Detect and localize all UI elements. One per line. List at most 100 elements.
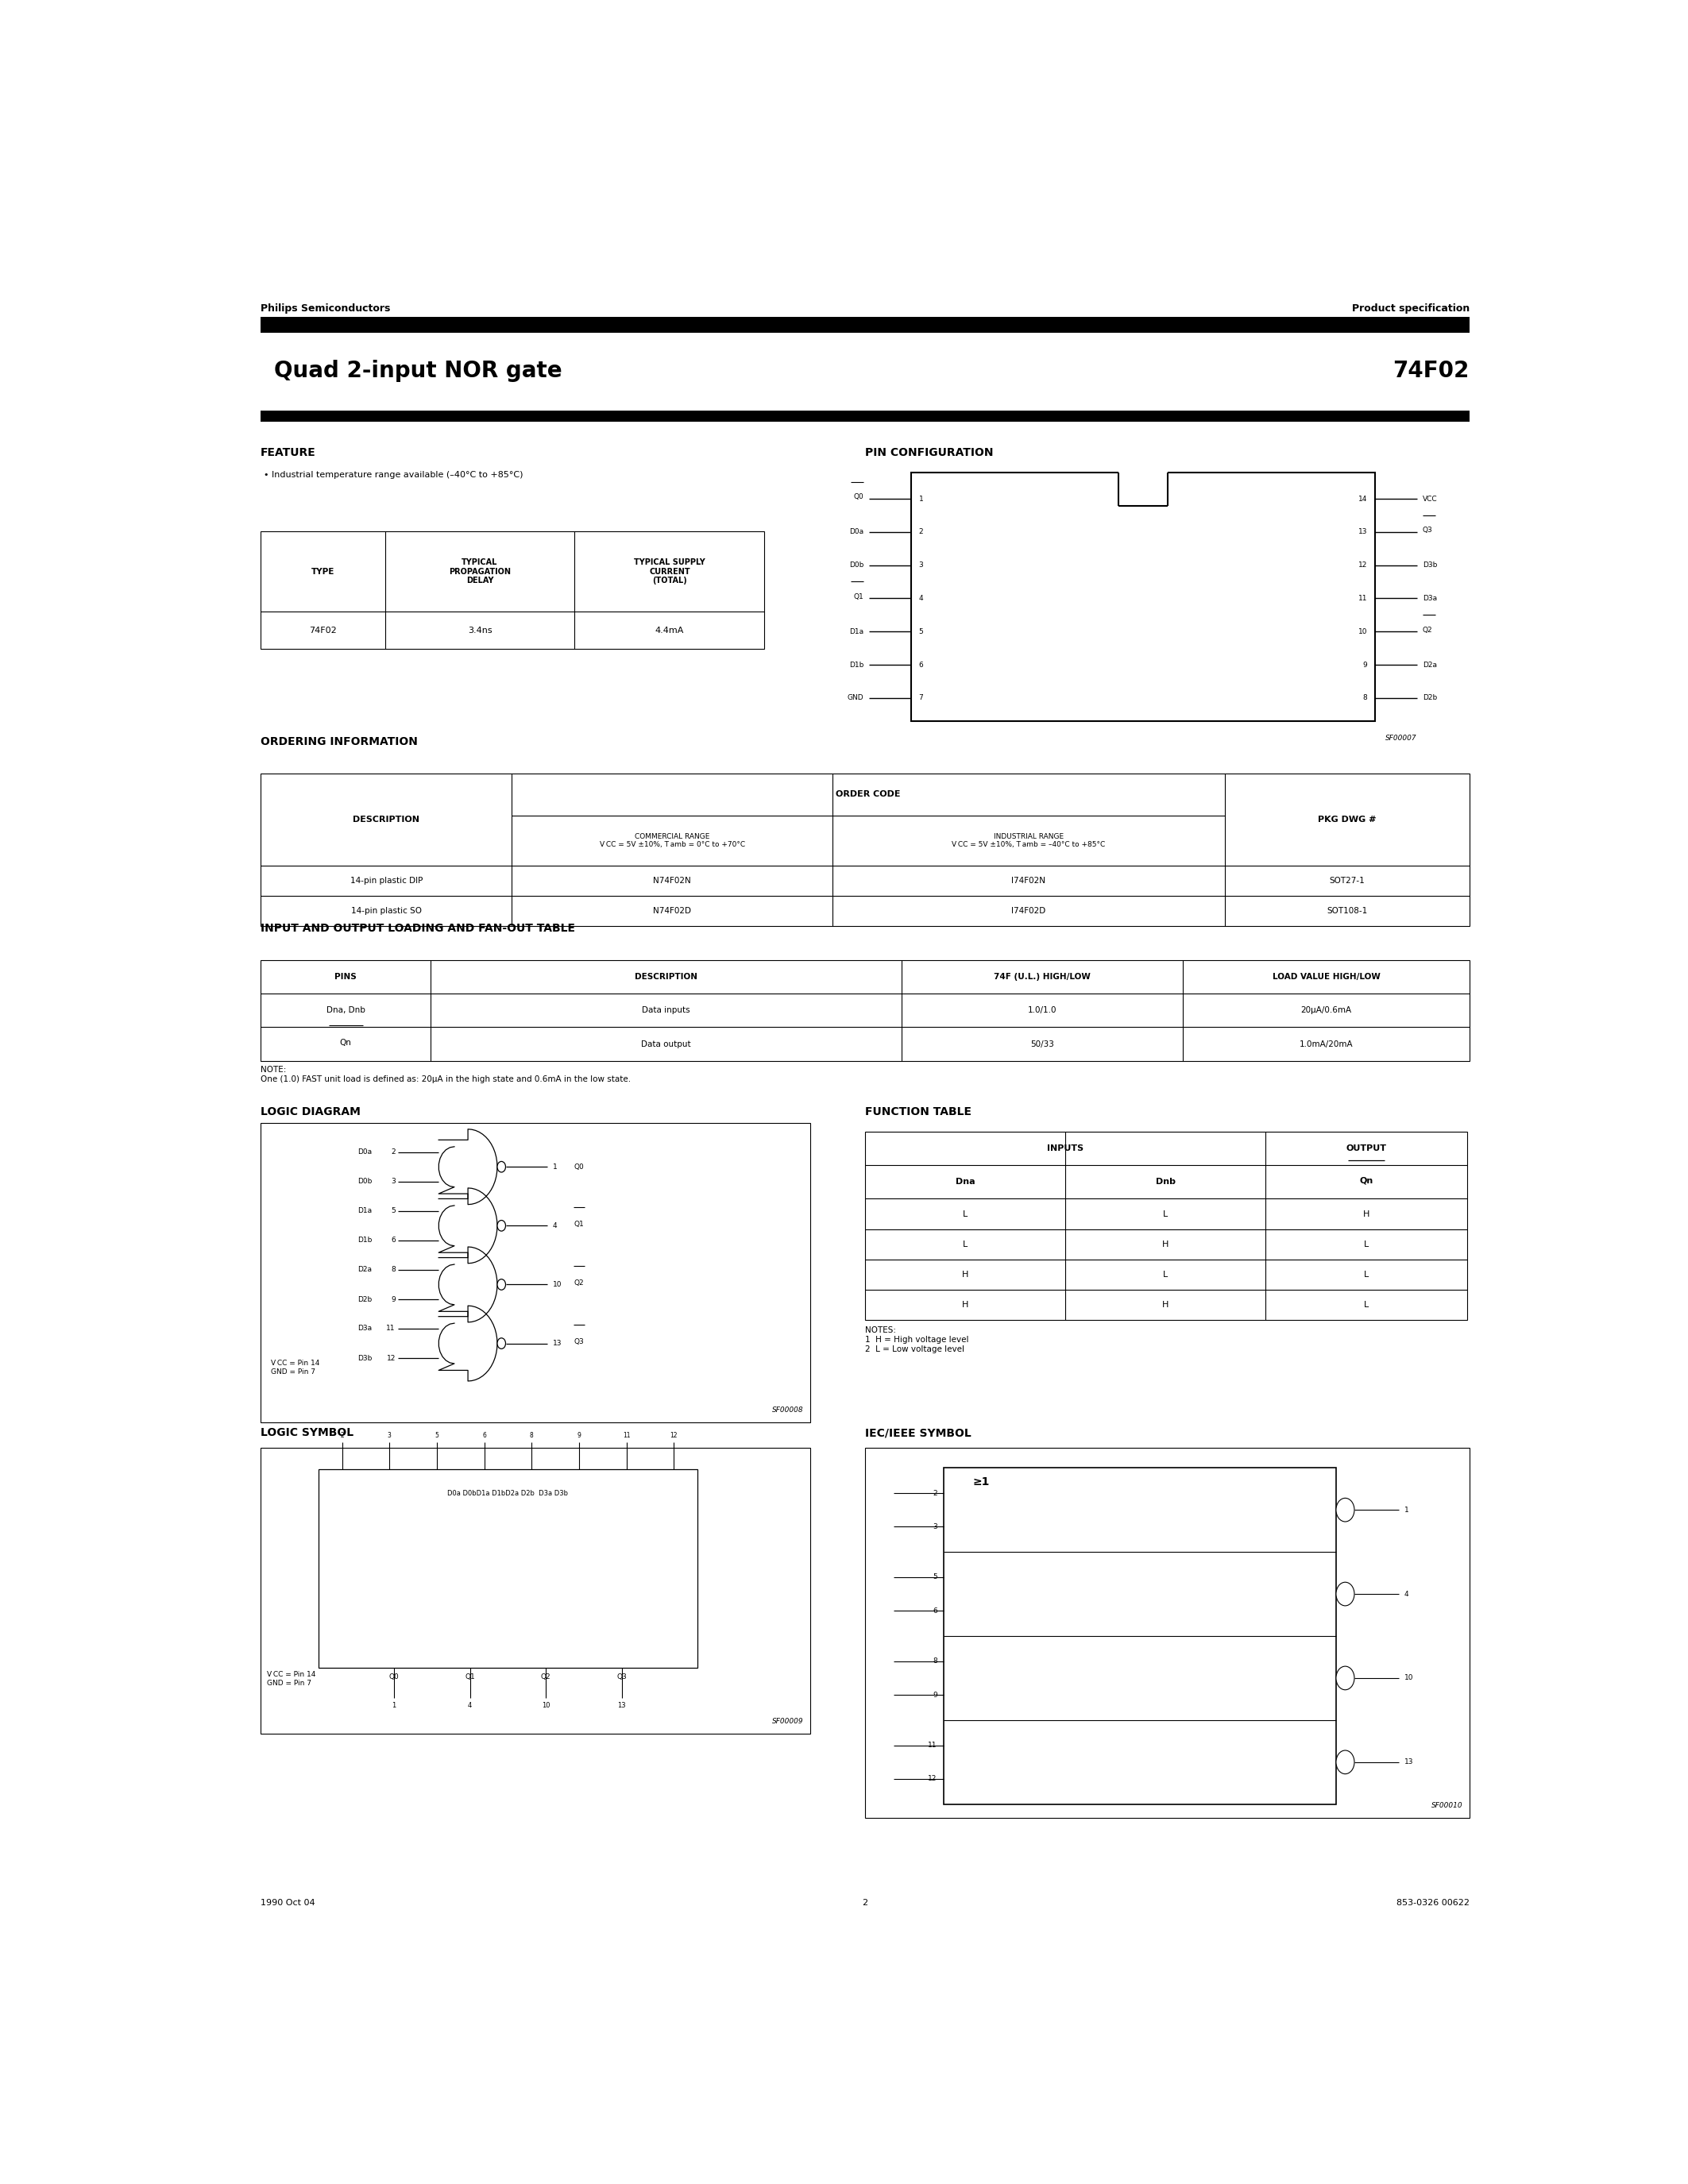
Text: Q3: Q3 bbox=[574, 1339, 584, 1345]
Text: PIN CONFIGURATION: PIN CONFIGURATION bbox=[866, 448, 993, 459]
Bar bbox=[944, 1468, 1337, 1804]
Text: H: H bbox=[962, 1271, 969, 1278]
Text: 2: 2 bbox=[918, 529, 923, 535]
Text: 3: 3 bbox=[918, 561, 923, 568]
Circle shape bbox=[498, 1339, 506, 1350]
Text: ≥1: ≥1 bbox=[972, 1476, 989, 1487]
Text: H: H bbox=[1161, 1241, 1168, 1247]
Text: 10: 10 bbox=[552, 1282, 562, 1289]
Text: 12: 12 bbox=[387, 1354, 395, 1363]
Text: D1a: D1a bbox=[358, 1208, 371, 1214]
Text: 1: 1 bbox=[392, 1701, 397, 1708]
Text: 4: 4 bbox=[918, 594, 923, 603]
Text: 6: 6 bbox=[918, 662, 923, 668]
Text: 9: 9 bbox=[392, 1295, 395, 1304]
Circle shape bbox=[1337, 1666, 1354, 1690]
Text: 4: 4 bbox=[552, 1223, 557, 1230]
Text: FUNCTION TABLE: FUNCTION TABLE bbox=[866, 1107, 972, 1118]
Text: D3b: D3b bbox=[1423, 561, 1436, 568]
Text: 3.4ns: 3.4ns bbox=[468, 627, 491, 633]
Text: L: L bbox=[1364, 1271, 1369, 1278]
Text: 11: 11 bbox=[387, 1326, 395, 1332]
Text: DESCRIPTION: DESCRIPTION bbox=[353, 815, 420, 823]
Text: 8: 8 bbox=[392, 1267, 395, 1273]
Text: D3a: D3a bbox=[1423, 594, 1436, 603]
Text: 12: 12 bbox=[928, 1776, 937, 1782]
Text: VCC: VCC bbox=[1423, 496, 1436, 502]
Text: 6: 6 bbox=[392, 1236, 395, 1245]
Text: 74F02: 74F02 bbox=[1393, 360, 1470, 382]
Text: IEC/IEEE SYMBOL: IEC/IEEE SYMBOL bbox=[866, 1428, 971, 1439]
Text: Philips Semiconductors: Philips Semiconductors bbox=[260, 304, 390, 314]
Text: 9: 9 bbox=[577, 1433, 581, 1439]
Text: Q3: Q3 bbox=[616, 1673, 626, 1679]
Text: 2: 2 bbox=[863, 1898, 868, 1907]
Text: D0a: D0a bbox=[849, 529, 864, 535]
Bar bbox=[912, 472, 1376, 721]
Text: I74F02N: I74F02N bbox=[1011, 878, 1045, 885]
Text: 7: 7 bbox=[918, 695, 923, 701]
Text: 853-0326 00622: 853-0326 00622 bbox=[1396, 1898, 1470, 1907]
Text: 8: 8 bbox=[1362, 695, 1367, 701]
Text: 50/33: 50/33 bbox=[1030, 1040, 1055, 1048]
Text: L: L bbox=[1364, 1302, 1369, 1308]
Text: 10: 10 bbox=[1404, 1675, 1413, 1682]
Text: ORDER CODE: ORDER CODE bbox=[836, 791, 901, 799]
Text: Qn: Qn bbox=[339, 1037, 351, 1046]
Text: 5: 5 bbox=[918, 629, 923, 636]
Text: Q0: Q0 bbox=[854, 494, 864, 500]
Text: 3: 3 bbox=[388, 1433, 392, 1439]
Text: 3: 3 bbox=[932, 1522, 937, 1531]
Text: H: H bbox=[1161, 1302, 1168, 1308]
Text: INPUTS: INPUTS bbox=[1047, 1144, 1084, 1153]
Text: 6: 6 bbox=[483, 1433, 486, 1439]
Text: SF00007: SF00007 bbox=[1386, 734, 1418, 743]
Bar bbox=[260, 1123, 810, 1422]
Text: 10: 10 bbox=[542, 1701, 550, 1708]
Circle shape bbox=[498, 1162, 506, 1173]
Text: D2b: D2b bbox=[358, 1295, 371, 1304]
Text: ORDERING INFORMATION: ORDERING INFORMATION bbox=[260, 736, 419, 747]
Text: 12: 12 bbox=[670, 1433, 677, 1439]
Text: 12: 12 bbox=[1359, 561, 1367, 568]
Text: D0b: D0b bbox=[358, 1177, 371, 1186]
Text: D1a: D1a bbox=[849, 629, 864, 636]
Text: 10: 10 bbox=[1359, 629, 1367, 636]
Bar bbox=[260, 411, 1470, 422]
Bar bbox=[260, 1448, 810, 1734]
Text: TYPE: TYPE bbox=[311, 568, 334, 574]
Text: 14: 14 bbox=[1359, 496, 1367, 502]
Text: D0b: D0b bbox=[849, 561, 864, 568]
Polygon shape bbox=[439, 1247, 498, 1321]
Text: 14-pin plastic SO: 14-pin plastic SO bbox=[351, 906, 422, 915]
Circle shape bbox=[1337, 1581, 1354, 1605]
Text: 13: 13 bbox=[618, 1701, 626, 1708]
Text: NOTES:
1  H = High voltage level
2  L = Low voltage level: NOTES: 1 H = High voltage level 2 L = Lo… bbox=[866, 1326, 969, 1352]
Circle shape bbox=[498, 1280, 506, 1291]
Text: SF00009: SF00009 bbox=[771, 1719, 803, 1725]
Text: 1.0mA/20mA: 1.0mA/20mA bbox=[1300, 1040, 1354, 1048]
Text: 9: 9 bbox=[932, 1690, 937, 1699]
Text: 8: 8 bbox=[530, 1433, 533, 1439]
Text: PINS: PINS bbox=[334, 972, 356, 981]
Text: 11: 11 bbox=[623, 1433, 630, 1439]
Text: 8: 8 bbox=[932, 1658, 937, 1664]
Circle shape bbox=[1337, 1749, 1354, 1773]
Text: Product specification: Product specification bbox=[1352, 304, 1470, 314]
Bar bbox=[260, 961, 1470, 1061]
Text: 13: 13 bbox=[1359, 529, 1367, 535]
Text: 2: 2 bbox=[932, 1489, 937, 1496]
Text: 4: 4 bbox=[1404, 1590, 1408, 1597]
Text: D1b: D1b bbox=[849, 662, 864, 668]
Text: Q2: Q2 bbox=[574, 1280, 584, 1286]
Text: D2a: D2a bbox=[358, 1267, 371, 1273]
Bar bbox=[866, 1448, 1470, 1817]
Bar bbox=[260, 531, 765, 649]
Text: 1990 Oct 04: 1990 Oct 04 bbox=[260, 1898, 316, 1907]
Polygon shape bbox=[439, 1129, 498, 1206]
Bar bbox=[260, 773, 1470, 926]
Text: 5: 5 bbox=[392, 1208, 395, 1214]
Text: 1.0/1.0: 1.0/1.0 bbox=[1028, 1007, 1057, 1013]
Text: D2a: D2a bbox=[1423, 662, 1436, 668]
Text: Q3: Q3 bbox=[1423, 526, 1433, 533]
